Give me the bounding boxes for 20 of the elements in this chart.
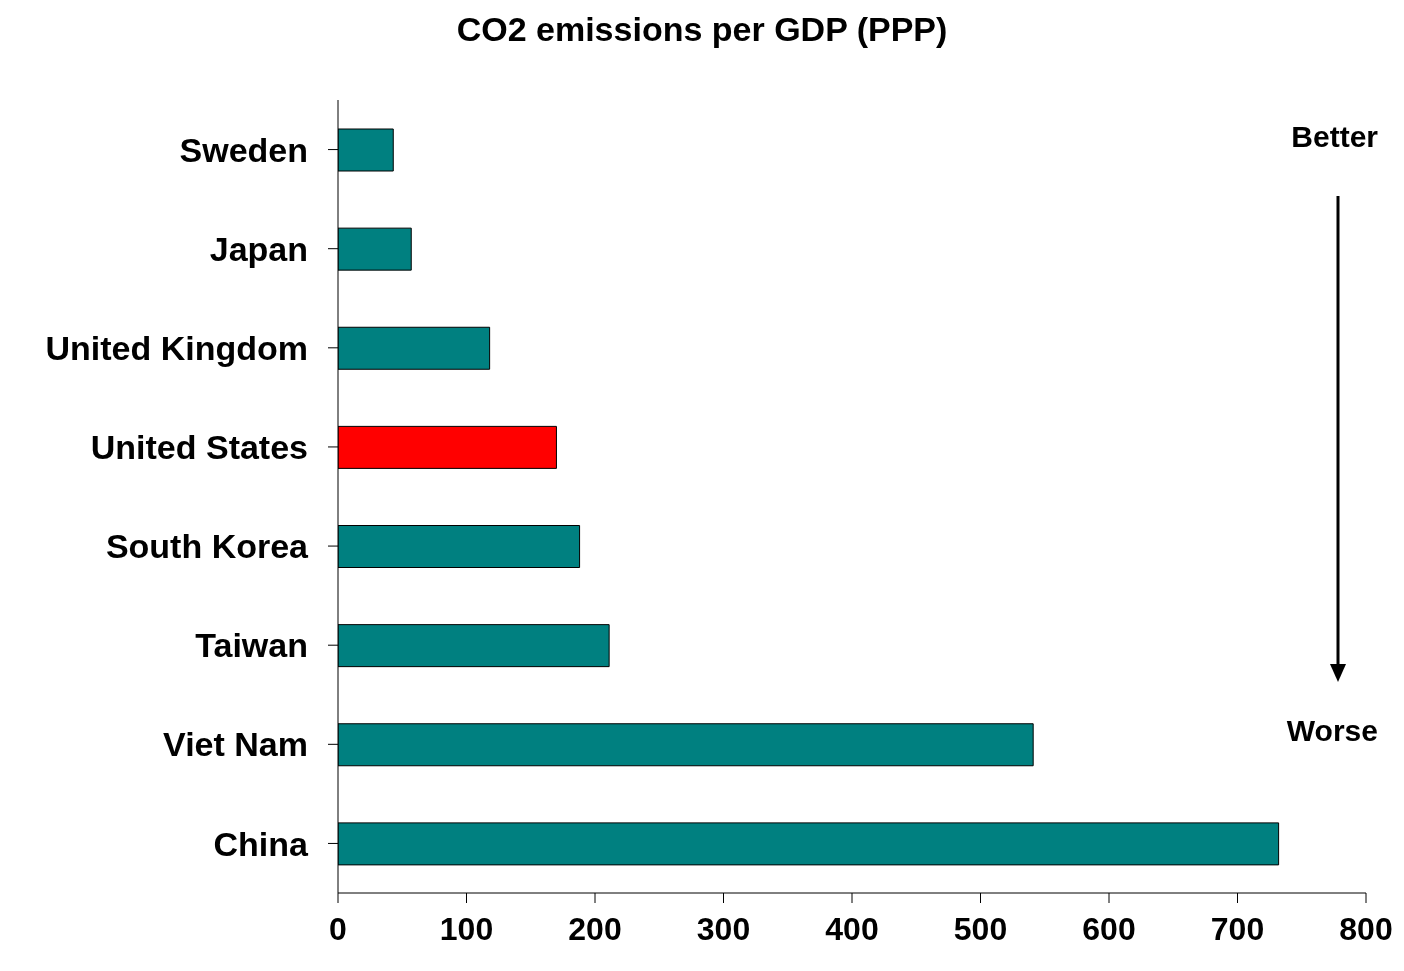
x-tick-label: 300: [696, 910, 751, 947]
y-tick-label: United States: [90, 428, 308, 467]
annotation: Better: [1291, 120, 1378, 154]
x-tick-label: 500: [953, 910, 1008, 947]
y-tick-label: South Korea: [105, 527, 310, 566]
y-tick-label: Viet Nam: [163, 725, 308, 764]
y-tick-label: China: [213, 824, 310, 863]
x-tick-label: 0: [329, 910, 347, 947]
y-tick-label: Sweden: [179, 130, 308, 169]
y-tick-label: Japan: [209, 229, 308, 268]
chart-title: CO2 emissions per GDP (PPP): [456, 10, 948, 48]
y-tick-label: United Kingdom: [45, 328, 308, 367]
x-tick-label: 600: [1082, 910, 1136, 947]
annotation: Worse: [1286, 714, 1378, 748]
x-tick-label: 700: [1210, 910, 1265, 947]
x-tick-label: 200: [568, 910, 622, 947]
y-tick-label: Taiwan: [195, 626, 308, 665]
x-tick-label: 400: [825, 910, 879, 947]
x-tick-label: 800: [1339, 910, 1393, 947]
x-tick-label: 100: [439, 910, 494, 947]
